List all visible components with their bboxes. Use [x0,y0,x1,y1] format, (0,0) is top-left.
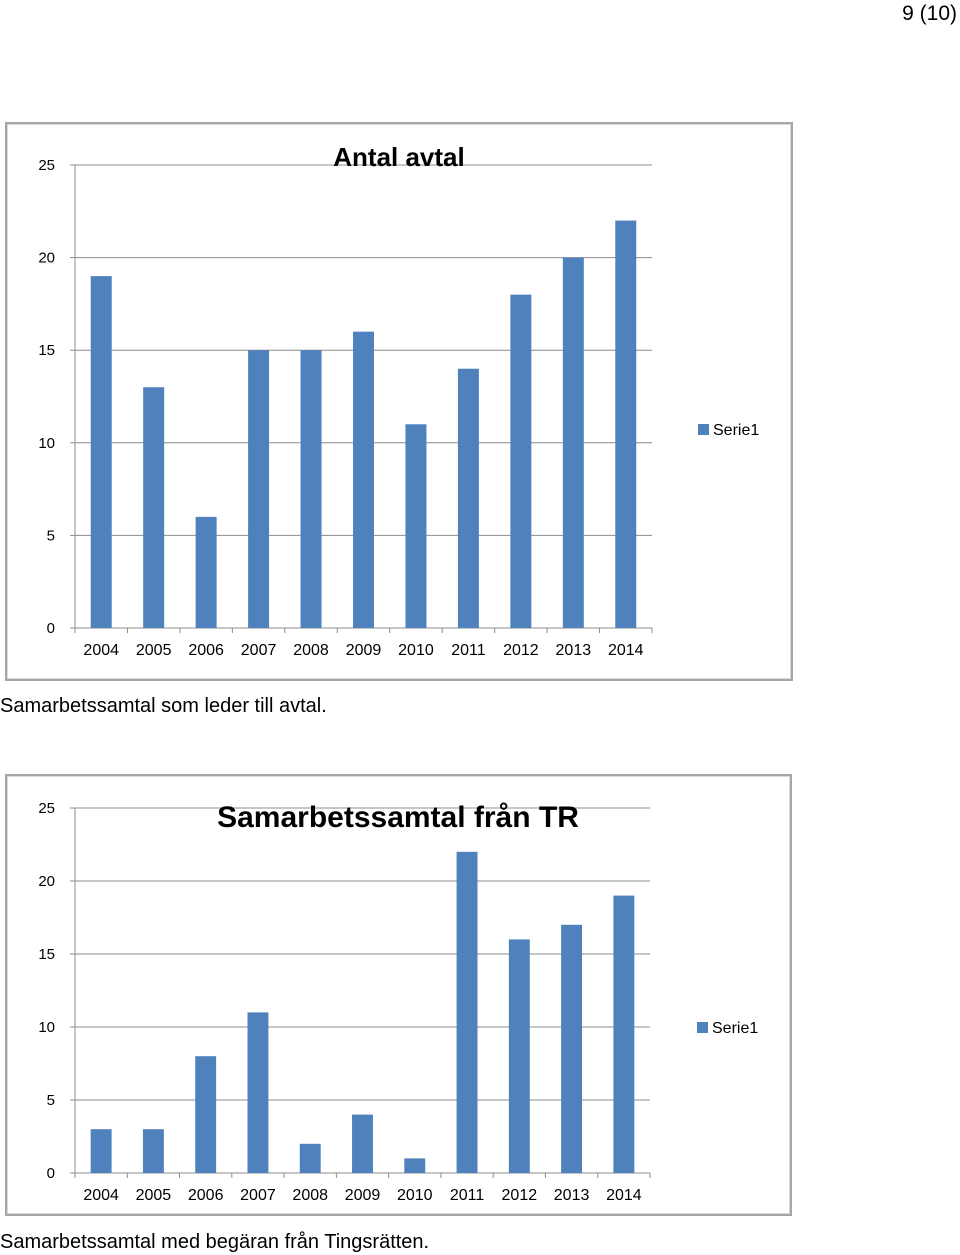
chart-title: Antal avtal [333,142,465,172]
y-tick-label: 25 [38,800,55,817]
y-tick-label: 20 [38,250,55,267]
y-tick-label: 10 [38,1019,55,1036]
bar-2010 [405,424,427,628]
y-tick-label: 0 [47,1165,55,1182]
x-tick-label: 2008 [292,1187,328,1204]
y-tick-label: 5 [47,527,55,544]
y-tick-label: 0 [47,620,55,637]
x-tick-label: 2006 [188,642,224,659]
bar-2009 [352,1114,373,1173]
y-tick-label: 25 [38,157,55,174]
chart-samarbetssamtal-svg: 0 5 10 15 20 25 2004 2005 2006 2007 2008 2009 2010 20… [38,800,758,1204]
bar-2014 [613,895,635,1173]
bar-2013 [561,924,583,1173]
x-tick-label: 2012 [503,642,539,659]
x-tick-label: 2008 [293,642,329,659]
bar-2005 [143,387,165,628]
bar-2011 [457,368,479,628]
page-number: 9 (10) [902,2,957,25]
chart-title: Samarbetssamtal från TR [217,801,579,834]
x-tick-label: 2012 [502,1187,538,1204]
x-tick-label: 2005 [136,1187,172,1204]
x-tick-label: 2009 [346,642,382,659]
chart-samarbetssamtal-fran-tr: 0 5 10 15 20 25 2004 2005 2006 2007 2008 2009 2010 20… [5,774,792,1216]
x-tick-label: 2009 [345,1187,381,1204]
caption-chart-1: Samarbetssamtal som leder till avtal. [0,695,327,717]
x-tick-label: 2014 [608,642,644,659]
bar-2006 [195,516,217,628]
chart-antal-avtal-svg: 0 5 10 15 20 25 2004 2005 2006 2007 2008 2009 2010 20… [38,142,759,659]
y-tick-label: 5 [47,1092,55,1109]
legend-label: Serie1 [713,422,759,439]
legend-swatch [698,424,709,435]
bar-2004 [90,276,112,628]
y-tick-label: 15 [38,946,55,963]
y-tick-label: 15 [38,342,55,359]
x-tick-label: 2006 [188,1187,224,1204]
bar-2010 [404,1158,426,1173]
x-tick-label: 2007 [240,1187,276,1204]
bar-2008 [299,1143,321,1173]
bar-2007 [248,350,270,628]
x-tick-label: 2011 [450,1187,485,1204]
legend-label: Serie1 [712,1020,758,1037]
bar-2013 [562,257,584,628]
x-tick-label: 2004 [83,1187,119,1204]
x-tick-label: 2005 [136,642,172,659]
chart-antal-avtal: 0 5 10 15 20 25 2004 2005 2006 2007 2008 2009 2010 20… [5,122,793,681]
x-tick-label: 2010 [398,642,434,659]
x-tick-label: 2011 [451,642,486,659]
x-tick-label: 2013 [556,642,592,659]
bar-2012 [508,939,530,1173]
bar-2009 [353,331,374,628]
x-tick-label: 2010 [397,1187,433,1204]
x-tick-label: 2004 [83,642,119,659]
bar-2005 [142,1129,164,1173]
bar-2014 [615,220,637,628]
y-tick-label: 10 [38,435,55,452]
x-tick-label: 2014 [606,1187,642,1204]
bar-2007 [247,1012,269,1173]
x-tick-label: 2013 [554,1187,590,1204]
bar-2011 [456,851,478,1173]
bar-2008 [300,350,322,628]
caption-chart-2: Samarbetssamtal med begäran från Tingsrä… [0,1231,430,1253]
bar-2012 [510,294,532,628]
x-tick-label: 2007 [241,642,277,659]
y-tick-label: 20 [38,873,55,890]
legend-swatch [697,1022,708,1033]
bar-2004 [90,1129,112,1173]
bar-2006 [195,1056,217,1173]
